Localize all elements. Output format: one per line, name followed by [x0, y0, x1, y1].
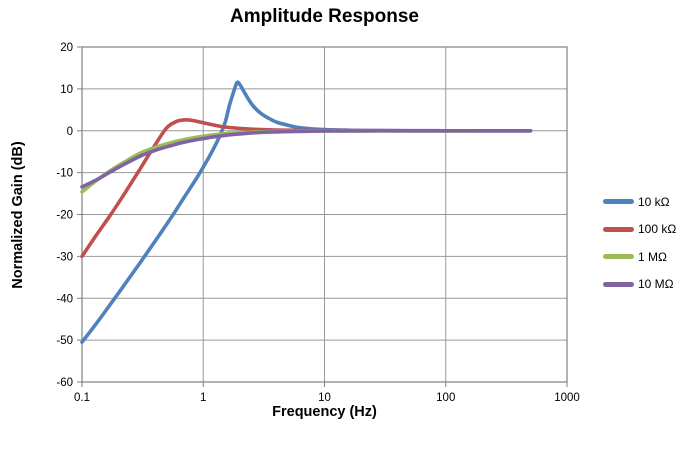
y-tick-label: -30: [56, 251, 73, 263]
series-line-2: [80, 118, 533, 259]
y-tick-label: 0: [67, 126, 73, 138]
legend-item: 10 kΩ: [603, 188, 676, 216]
legend-swatch: [603, 281, 634, 287]
series-line-1: [80, 80, 533, 344]
y-axis-title: Normalized Gain (dB): [10, 141, 26, 289]
legend-item: 10 MΩ: [603, 271, 676, 299]
y-tick-label: -50: [56, 335, 73, 347]
legend-item: 1 MΩ: [603, 243, 676, 271]
y-tick-label: -10: [56, 168, 73, 180]
y-tick-label: -40: [56, 293, 73, 305]
x-tick-label: 100: [436, 392, 455, 404]
legend-swatch: [603, 226, 634, 232]
legend-label: 1 MΩ: [638, 249, 667, 264]
legend-item: 100 kΩ: [603, 216, 676, 244]
series-line-4: [80, 128, 533, 189]
x-tick-label: 1000: [554, 392, 580, 404]
y-tick-label: 20: [60, 42, 73, 54]
x-axis-title: Frequency (Hz): [272, 404, 377, 420]
legend-label: 10 kΩ: [638, 194, 670, 209]
x-tick-label: 0.1: [74, 392, 90, 404]
x-tick-label: 1: [200, 392, 206, 404]
legend-label: 10 MΩ: [638, 277, 674, 292]
y-tick-label: 10: [60, 84, 73, 96]
x-tick-label: 10: [318, 392, 331, 404]
series-line-3: [80, 128, 533, 194]
y-tick-label: -20: [56, 210, 73, 222]
plot-border: [81, 46, 568, 383]
legend: 10 kΩ 100 kΩ 1 MΩ 10 MΩ: [603, 188, 676, 298]
legend-swatch: [603, 254, 634, 260]
chart-title: Amplitude Response: [230, 6, 419, 27]
y-tick-label: -60: [56, 377, 73, 389]
legend-swatch: [603, 199, 634, 205]
legend-label: 100 kΩ: [638, 222, 677, 237]
